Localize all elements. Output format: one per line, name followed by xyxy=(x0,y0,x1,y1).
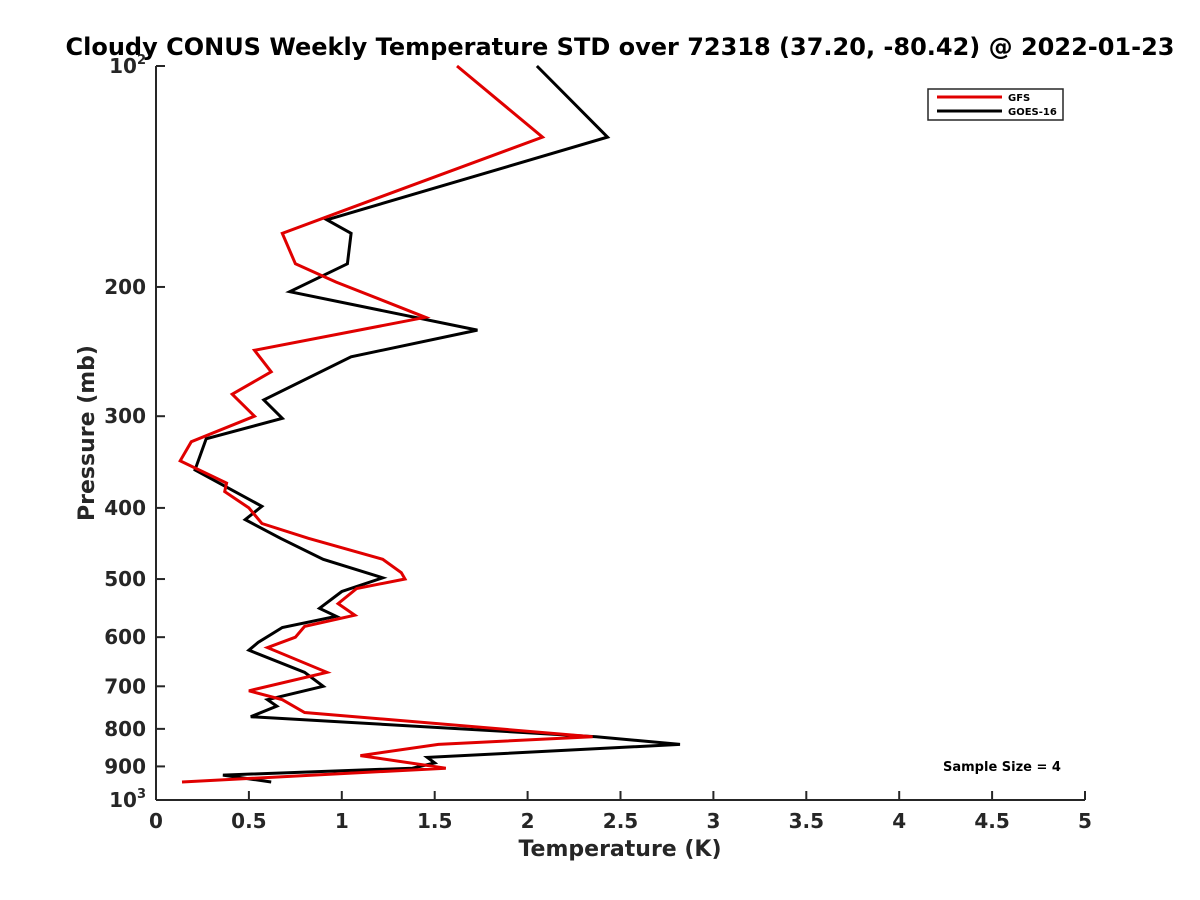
y-tick-label: 900 xyxy=(104,754,146,778)
y-tick-label: 600 xyxy=(104,625,146,649)
chart-title: Cloudy CONUS Weekly Temperature STD over… xyxy=(66,33,1175,61)
y-tick-label: 500 xyxy=(104,567,146,591)
x-tick-label: 4 xyxy=(892,809,906,833)
x-tick-label: 0 xyxy=(149,809,163,833)
series-line-gfs xyxy=(178,64,593,784)
y-tick-label: 700 xyxy=(104,674,146,698)
x-tick-label: 5 xyxy=(1078,809,1092,833)
y-tick-label: 400 xyxy=(104,496,146,520)
y-axis-label: Pressure (mb) xyxy=(75,345,100,521)
y-tick-label: 300 xyxy=(104,404,146,428)
x-tick-label: 2 xyxy=(521,809,535,833)
x-axis-label: Temperature (K) xyxy=(518,837,721,862)
y-tick-label: 102 xyxy=(109,53,146,78)
x-axis-ticks: 0 0.5 1 1.5 2 2.5 3 3.5 4 4.5 5 xyxy=(149,791,1092,833)
y-axis-ticks: 102 200 300 400 500 600 700 800 900 103 xyxy=(104,53,165,812)
y-tick-label: 200 xyxy=(104,275,146,299)
y-tick-label: 800 xyxy=(104,717,146,741)
series-line-goes-16 xyxy=(193,64,681,784)
x-tick-label: 1.5 xyxy=(417,809,452,833)
x-tick-label: 0.5 xyxy=(231,809,266,833)
x-tick-label: 2.5 xyxy=(603,809,638,833)
x-tick-label: 3.5 xyxy=(789,809,824,833)
legend-label: GOES-16 xyxy=(1008,107,1057,118)
legend: GFS GOES-16 xyxy=(927,88,1064,121)
y-tick-label: 103 xyxy=(109,787,146,812)
x-tick-label: 3 xyxy=(706,809,720,833)
x-tick-label: 1 xyxy=(335,809,349,833)
sample-size-annotation: Sample Size = 4 xyxy=(943,760,1061,775)
plot-frame xyxy=(155,66,1085,801)
x-tick-label: 4.5 xyxy=(974,809,1009,833)
legend-box xyxy=(927,88,1064,121)
series-layer xyxy=(178,64,681,784)
legend-label: GFS xyxy=(1008,93,1030,104)
